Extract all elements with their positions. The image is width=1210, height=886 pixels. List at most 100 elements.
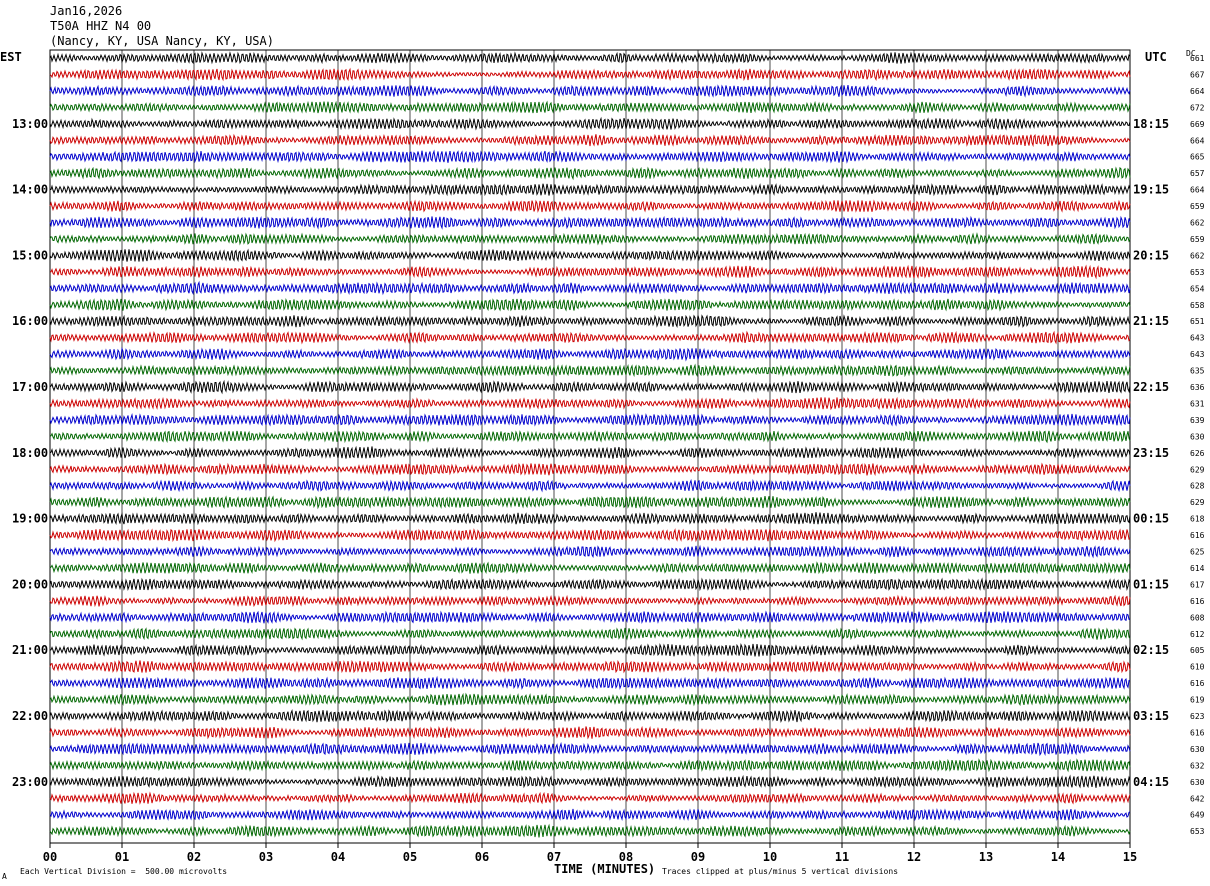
x-tick-label: 15	[1123, 850, 1137, 864]
dc-value: 654	[1190, 284, 1205, 293]
seismic-trace	[49, 429, 1131, 444]
seismic-trace	[49, 67, 1131, 82]
dc-value: 657	[1190, 169, 1205, 178]
seismic-trace	[49, 577, 1131, 592]
scale-note: Each Vertical Division = 500.00 microvol…	[20, 867, 228, 876]
seismic-trace	[49, 675, 1131, 690]
dc-value: 664	[1190, 186, 1205, 195]
plot-frame	[49, 49, 1131, 844]
dc-value: 629	[1190, 498, 1205, 507]
station-code: T50A HHZ N4 00	[50, 19, 152, 33]
seismic-trace	[49, 808, 1131, 822]
seismic-trace	[49, 774, 1131, 789]
left-hour-label: 15:00	[12, 248, 48, 262]
seismic-trace	[50, 264, 1131, 280]
dc-value: 630	[1190, 432, 1205, 441]
dc-value: 662	[1190, 251, 1205, 260]
left-hour-label: 17:00	[12, 380, 48, 394]
seismic-trace	[49, 659, 1131, 674]
right-hour-label: 18:15	[1133, 117, 1169, 131]
dc-value: 639	[1190, 416, 1205, 425]
dc-value: 662	[1190, 219, 1205, 228]
seismic-trace	[49, 478, 1131, 493]
x-tick-label: 10	[763, 850, 777, 864]
x-tick-label: 05	[403, 850, 417, 864]
x-tick-label: 01	[115, 850, 129, 864]
right-hour-label: 02:15	[1133, 643, 1169, 657]
dc-column-header: DC	[1186, 49, 1196, 58]
dc-value: 635	[1190, 367, 1205, 376]
right-hour-label: 03:15	[1133, 709, 1169, 723]
left-hour-label: 18:00	[12, 446, 48, 460]
seismic-trace	[49, 495, 1131, 510]
dc-value: 616	[1190, 597, 1205, 606]
dc-value: 659	[1190, 202, 1205, 211]
dc-value: 616	[1190, 728, 1205, 737]
left-hour-label: 14:00	[12, 183, 48, 197]
seismic-trace	[49, 462, 1131, 477]
seismic-trace	[49, 363, 1131, 378]
x-axis-title: TIME (MINUTES)	[554, 862, 656, 876]
seismic-trace	[49, 133, 1131, 148]
left-hour-label: 13:00	[12, 117, 48, 131]
x-tick-label: 00	[43, 850, 57, 864]
right-hour-label: 00:15	[1133, 512, 1169, 526]
dc-value: 659	[1190, 235, 1205, 244]
dc-value: 616	[1190, 679, 1205, 688]
dc-value: 617	[1190, 580, 1205, 589]
dc-value: 630	[1190, 778, 1205, 787]
dc-value: 653	[1190, 827, 1205, 836]
dc-value: 626	[1190, 449, 1205, 458]
seismic-trace	[49, 346, 1131, 362]
dc-value: 608	[1190, 613, 1205, 622]
dc-value: 625	[1190, 548, 1205, 557]
seismic-trace	[49, 709, 1131, 723]
x-tick-label: 04	[331, 850, 345, 864]
x-tick-label: 13	[979, 850, 993, 864]
dc-value: 669	[1190, 120, 1205, 129]
dc-value: 661	[1190, 54, 1205, 63]
seismic-trace	[49, 412, 1131, 427]
seismic-trace	[49, 330, 1131, 345]
dc-value: 619	[1190, 696, 1205, 705]
x-tick-label: 02	[187, 850, 201, 864]
dc-value: 649	[1190, 811, 1205, 820]
x-tick-label: 12	[907, 850, 921, 864]
left-hour-label: 22:00	[12, 709, 48, 723]
seismic-trace	[49, 396, 1131, 411]
dc-value: 672	[1190, 103, 1205, 112]
plot-date: Jan16,2026	[50, 4, 123, 18]
x-tick-label: 11	[835, 850, 849, 864]
dc-value: 632	[1190, 761, 1205, 770]
seismic-trace	[49, 248, 1131, 263]
seismic-trace	[49, 166, 1131, 181]
dc-value: 658	[1190, 301, 1205, 310]
seismic-trace	[49, 183, 1131, 197]
dc-value: 628	[1190, 482, 1205, 491]
dc-value: 636	[1190, 383, 1205, 392]
seismic-trace	[49, 297, 1131, 312]
seismic-trace	[49, 725, 1131, 740]
dc-value: 623	[1190, 712, 1205, 721]
right-hour-label: 23:15	[1133, 446, 1169, 460]
seismic-trace	[49, 51, 1131, 65]
seismic-trace	[49, 610, 1131, 625]
seismic-trace	[49, 627, 1131, 641]
dc-value: 612	[1190, 630, 1205, 639]
dc-value: 665	[1190, 153, 1205, 162]
seismic-trace	[49, 149, 1131, 164]
dc-value: 642	[1190, 794, 1205, 803]
seismic-trace	[49, 100, 1131, 115]
seismic-trace	[49, 232, 1131, 246]
clip-note: Traces clipped at plus/minus 5 vertical …	[662, 867, 899, 876]
seismic-trace	[49, 215, 1131, 230]
dc-value: 643	[1190, 350, 1205, 359]
seismic-trace	[49, 561, 1131, 575]
dc-value: 614	[1190, 564, 1205, 573]
dc-value: 667	[1190, 70, 1205, 79]
x-tick-label: 08	[619, 850, 633, 864]
right-timezone-label: UTC	[1145, 50, 1167, 64]
x-tick-label: 14	[1051, 850, 1065, 864]
x-tick-label: 09	[691, 850, 705, 864]
